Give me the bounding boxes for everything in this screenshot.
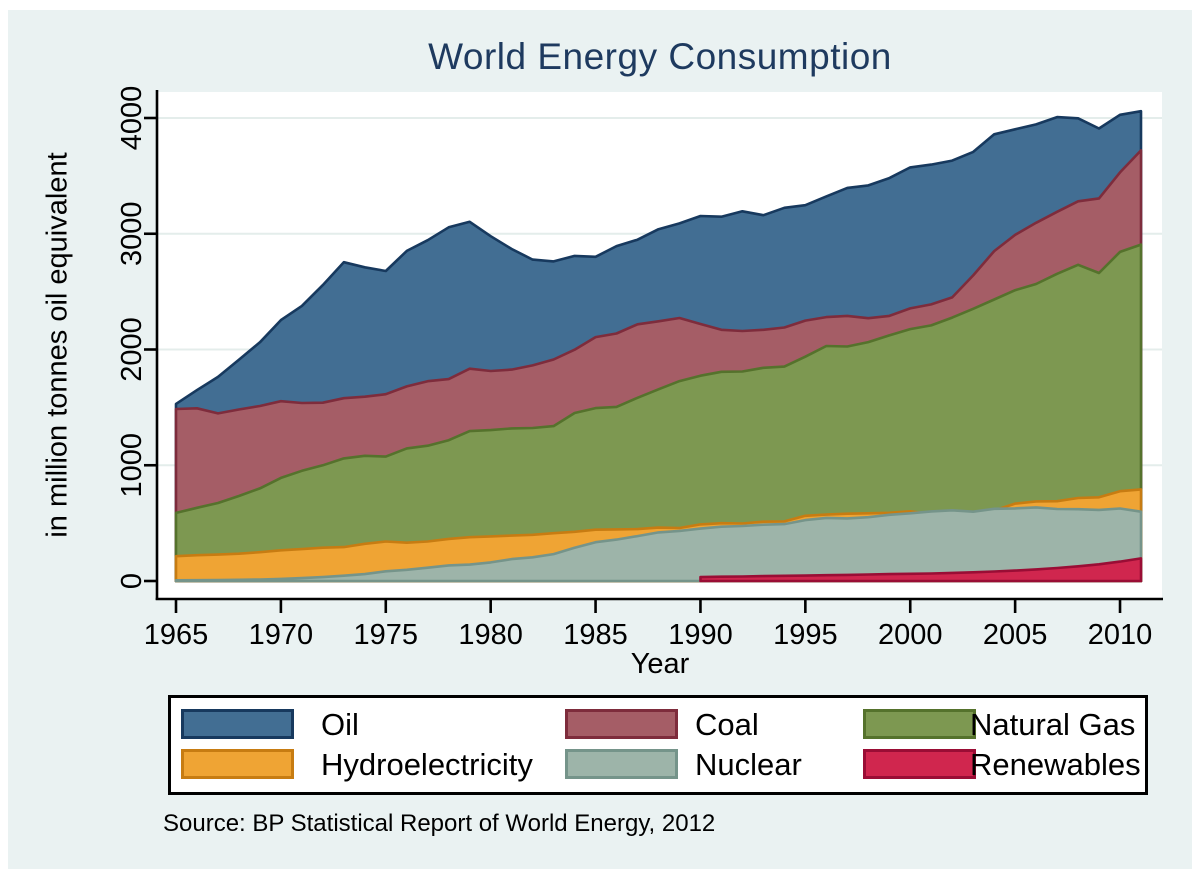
x-tick-label: 1985 — [563, 619, 628, 651]
legend-swatch-hydroelectricity — [181, 749, 294, 779]
legend-item-nuclear: Nuclear — [171, 747, 1151, 782]
area-renewables — [699, 557, 1143, 583]
x-tick-label: 1995 — [773, 619, 838, 651]
x-tick-label: 2000 — [878, 619, 943, 651]
legend-label: Hydroelectricity — [321, 747, 533, 782]
legend-swatch-oil — [181, 709, 294, 739]
x-tick-label: 1970 — [249, 619, 314, 651]
legend-label: Renewables — [970, 747, 1141, 782]
legend-label: Nuclear — [695, 747, 802, 782]
x-tick-label: 1990 — [668, 619, 733, 651]
legend-swatch-renewables — [863, 749, 976, 779]
area-natural-gas — [174, 243, 1143, 583]
legend-item-coal: Coal — [171, 707, 1151, 742]
x-tick-label: 1975 — [354, 619, 419, 651]
y-tick-label: 2000 — [116, 317, 148, 382]
x-tick-label: 1980 — [458, 619, 523, 651]
legend-swatch-nuclear — [565, 749, 678, 779]
legend: Oil Coal Natural Gas Hydroelectricity Nuclea… — [168, 695, 1148, 795]
legend-item-oil: Oil — [171, 707, 1151, 742]
x-tick-label: 2005 — [983, 619, 1048, 651]
chart-title: World Energy Consumption — [428, 36, 892, 77]
source-note: Source: BP Statistical Report of World E… — [163, 810, 716, 837]
legend-swatch-coal — [565, 709, 678, 739]
legend-item-renewables: Renewables — [171, 747, 1151, 782]
legend-label: Natural Gas — [970, 707, 1136, 742]
y-tick-label: 4000 — [116, 86, 148, 151]
x-axis-title: Year — [630, 648, 690, 680]
y-tick-label: 3000 — [116, 201, 148, 266]
x-tick-label: 1965 — [144, 619, 209, 651]
y-tick-label: 1000 — [116, 433, 148, 498]
legend-label: Oil — [321, 707, 359, 742]
area-nuclear — [174, 506, 1143, 583]
y-axis-title: in million tonnes oil equivalent — [41, 152, 74, 538]
legend-item-hydroelectricity: Hydroelectricity — [171, 747, 1151, 782]
x-tick-label: 2010 — [1088, 619, 1153, 651]
legend-swatch-natural-gas — [863, 709, 976, 739]
y-tick-label: 0 — [116, 573, 148, 589]
legend-item-natural-gas: Natural Gas — [171, 707, 1151, 742]
legend-label: Coal — [695, 707, 759, 742]
